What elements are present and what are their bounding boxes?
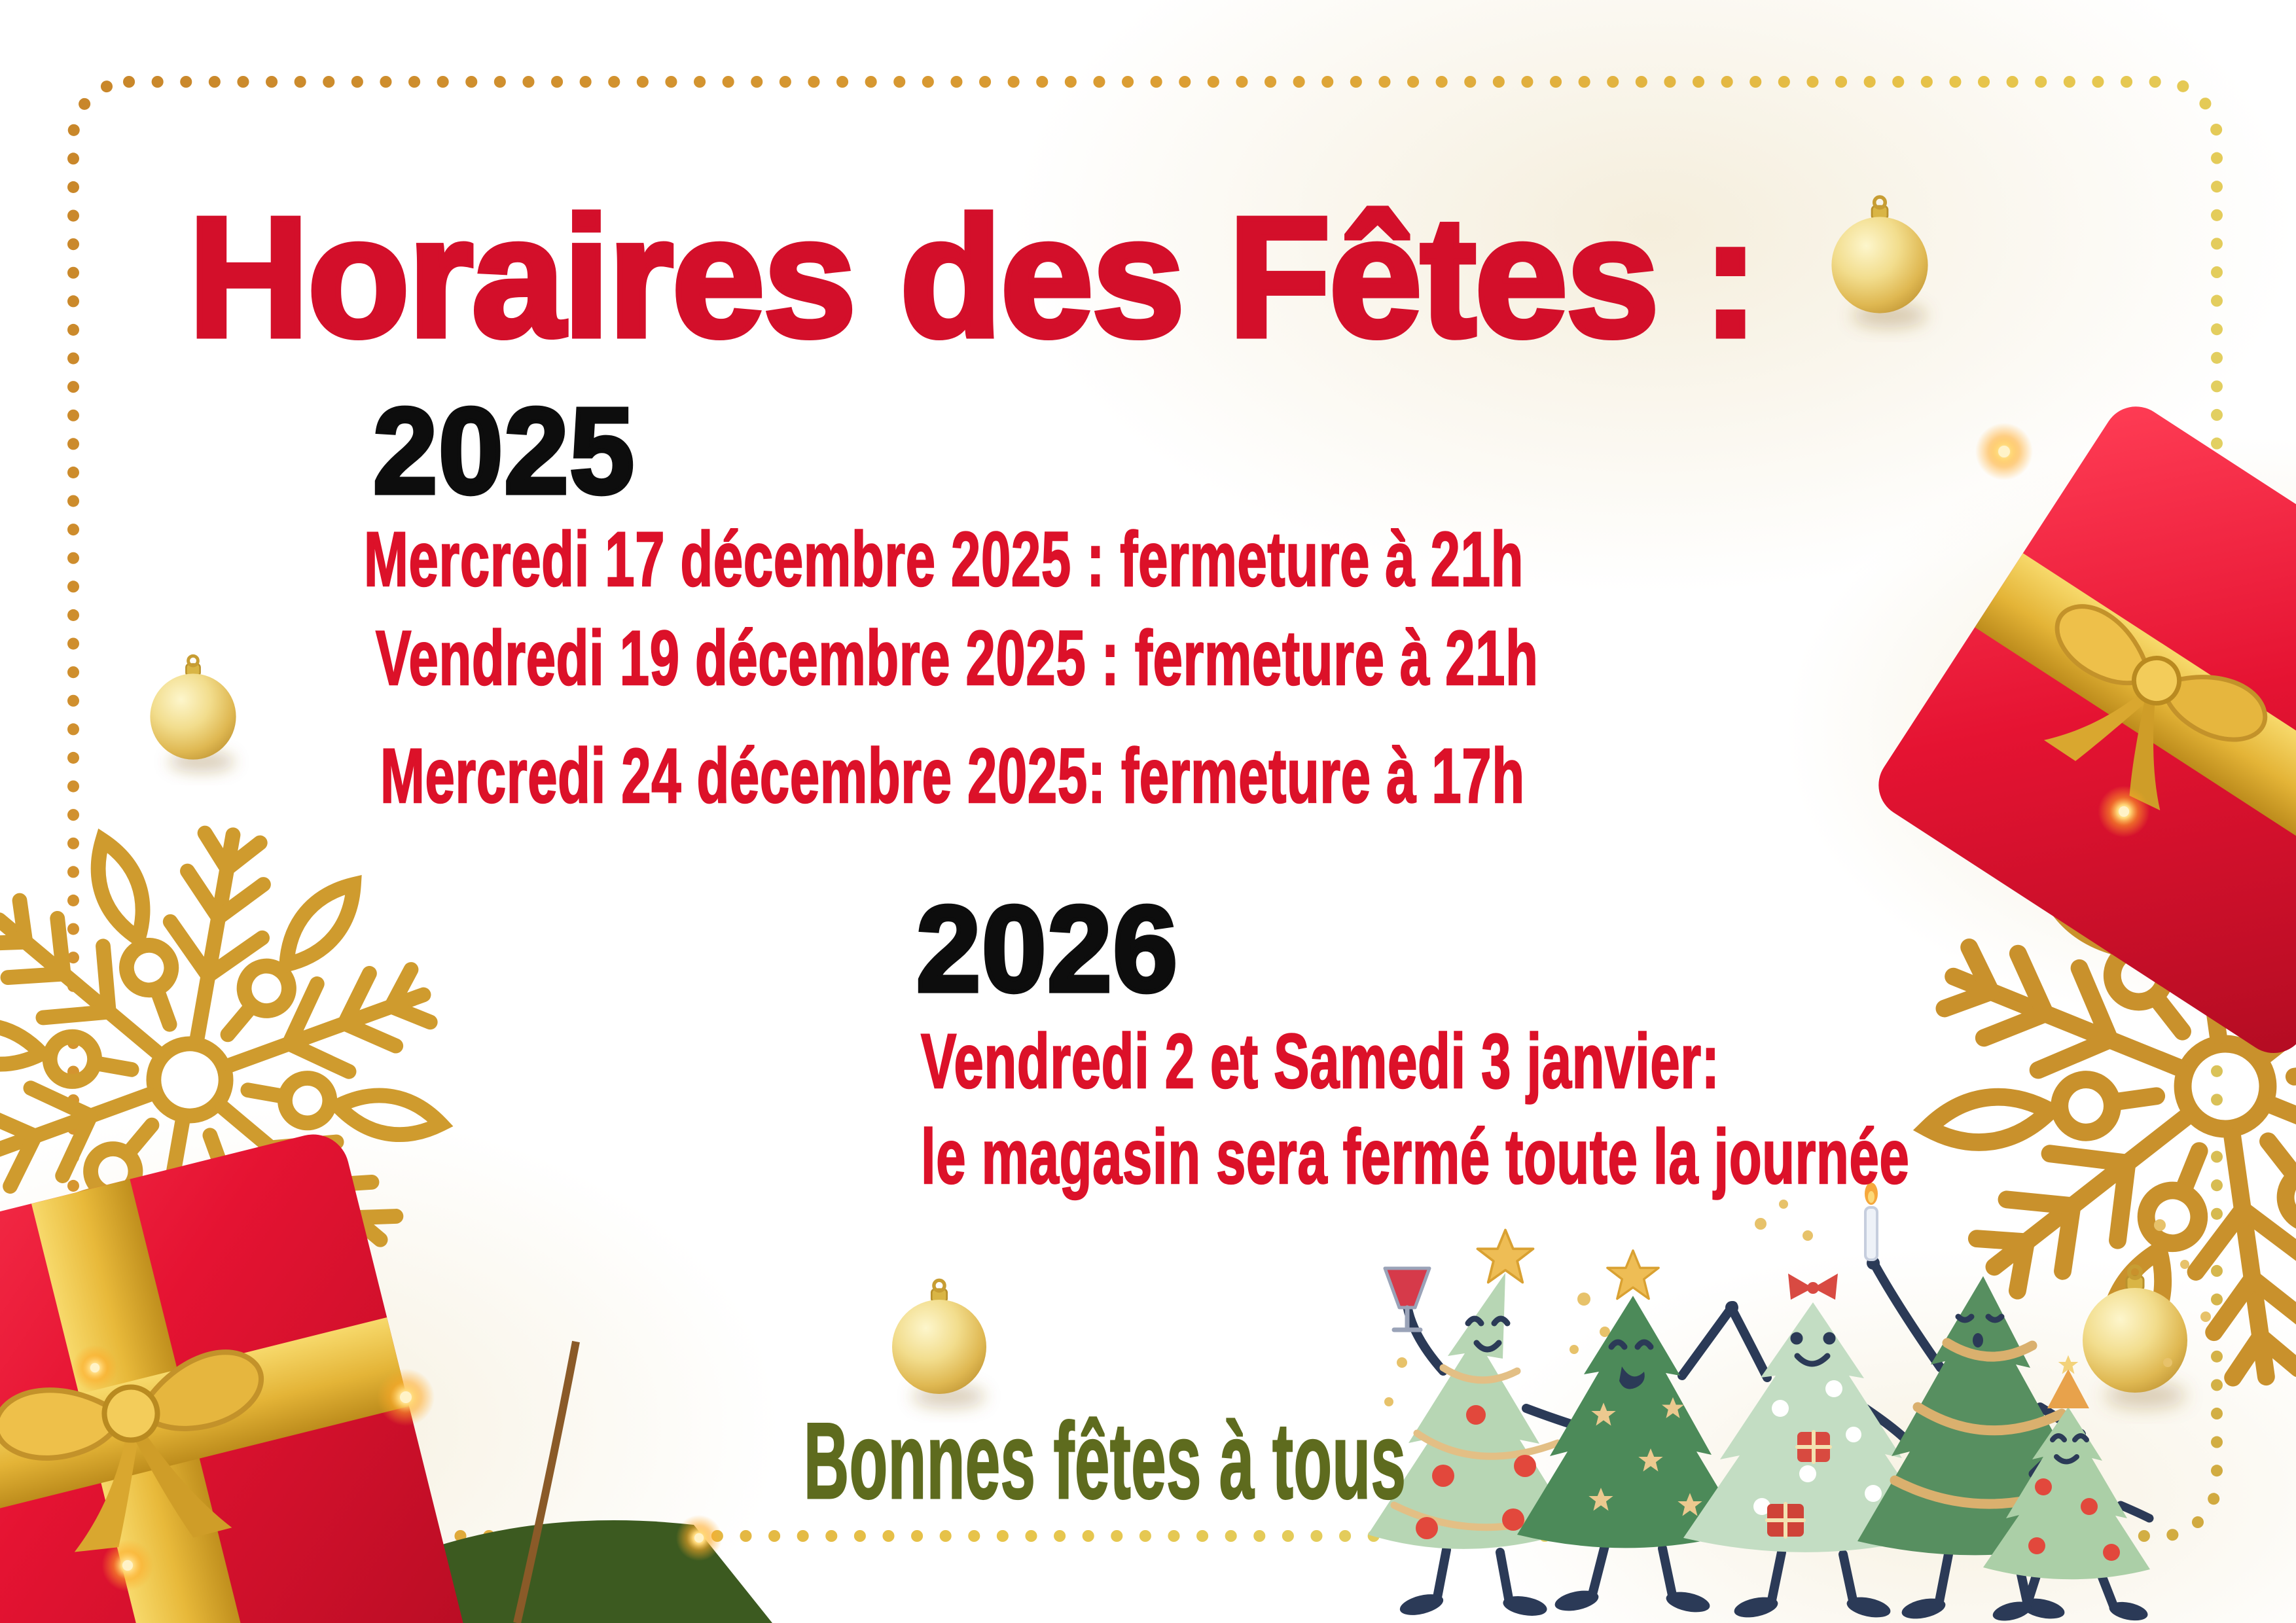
tree-with-wine-glass bbox=[1368, 1228, 1598, 1616]
singing-tree bbox=[1517, 1249, 1744, 1613]
bow-topper-icon bbox=[1788, 1274, 1838, 1300]
small-tree-with-hat bbox=[1983, 1355, 2154, 1621]
tree-with-gifts bbox=[1683, 1274, 1939, 1618]
bauble-icon-left bbox=[150, 656, 236, 772]
closure-line-jan-dates: Vendredi 2 et Samedi 3 janvier: bbox=[920, 1018, 1720, 1105]
hours-line-dec-24: Mercredi 24 décembre 2025: fermeture à 1… bbox=[380, 733, 1525, 819]
bauble-icon-bottom-middle bbox=[892, 1280, 986, 1408]
mini-gift-icon bbox=[1765, 1430, 1832, 1539]
hours-line-dec-19: Vendredi 19 décembre 2025 : fermeture à … bbox=[375, 615, 1539, 702]
gift-icon-top-right bbox=[1878, 406, 2296, 1054]
year-heading-2025: 2025 bbox=[371, 383, 636, 519]
pine-branch-icon-bottom-left-front bbox=[40, 1116, 812, 1623]
closure-line-jan-detail: le magasin sera fermé toute la journée bbox=[920, 1114, 1910, 1200]
bauble-icon-top-right bbox=[1831, 197, 1928, 328]
gift-icon-bottom-left bbox=[0, 1134, 481, 1623]
bauble-icon-bottom-right bbox=[2083, 1266, 2187, 1408]
year-heading-2026: 2026 bbox=[914, 882, 1179, 1017]
hours-line-dec-17: Mercredi 17 décembre 2025 : fermeture à … bbox=[363, 516, 1524, 603]
wine-glass-icon bbox=[1383, 1266, 1431, 1332]
candle-icon bbox=[1864, 1183, 1878, 1261]
greeting-text: Bonnes fêtes à tous bbox=[803, 1400, 1407, 1521]
poster-title: Horaires des Fêtes : bbox=[186, 183, 1761, 372]
dancing-trees-icon bbox=[1368, 1183, 2211, 1621]
